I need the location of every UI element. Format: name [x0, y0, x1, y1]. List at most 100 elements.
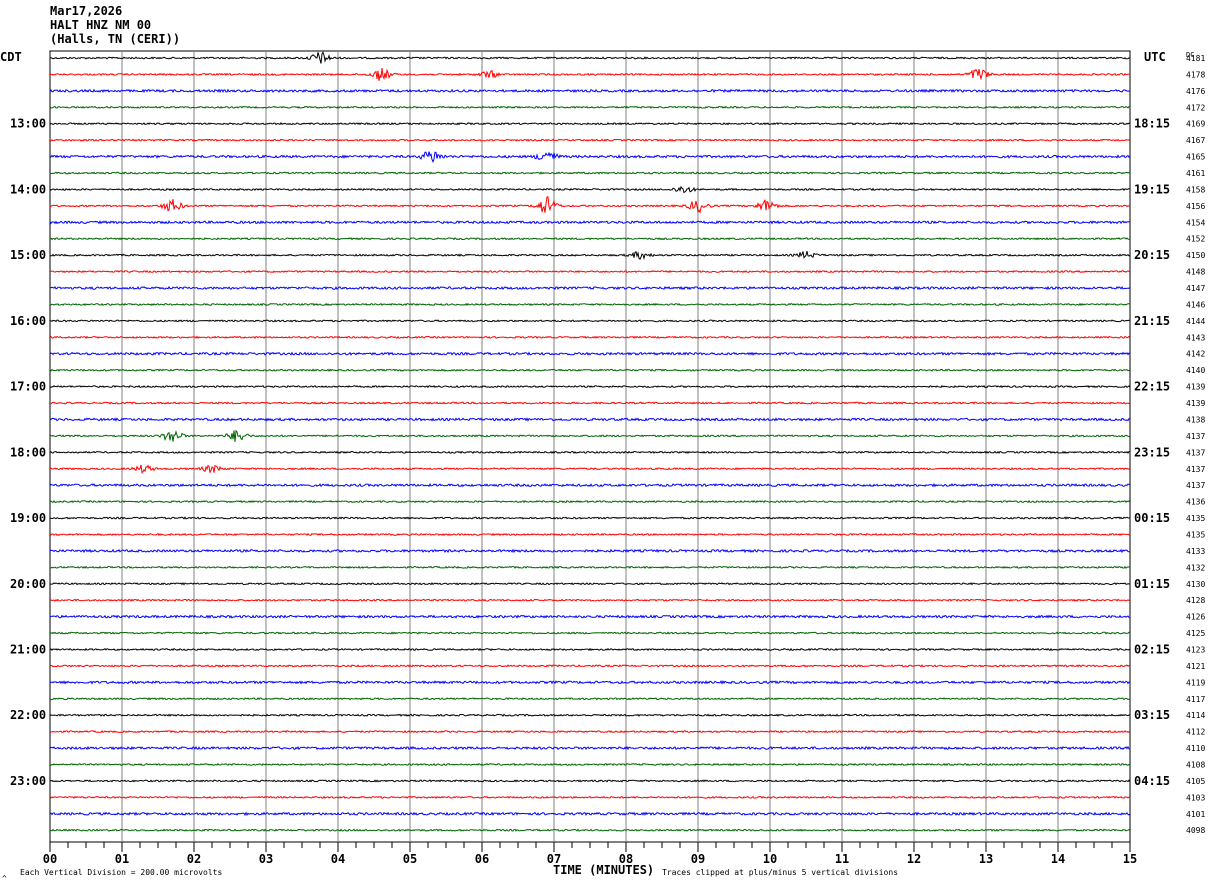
right-hour-label: 02:15 [1134, 642, 1170, 656]
trace-4 [49, 122, 1131, 126]
dc-offset-label: 4114 [1186, 711, 1205, 720]
dc-offset-label: 4101 [1186, 810, 1205, 819]
trace-44 [49, 779, 1131, 783]
dc-offset-label: 4103 [1186, 793, 1205, 802]
left-hour-label: 14:00 [10, 182, 46, 196]
x-tick-label: 09 [691, 852, 705, 866]
x-axis: 00 01 02 03 04 05 06 07 08 09 10 11 12 13 14 15 [43, 842, 1137, 866]
grid-lines [49, 50, 1131, 843]
right-hour-label: 01:15 [1134, 577, 1170, 591]
right-hour-label: 04:15 [1134, 774, 1170, 788]
trace-23 [49, 429, 1131, 442]
clip-note: Traces clipped at plus/minus 5 vertical … [662, 868, 898, 877]
left-hour-label: 17:00 [10, 380, 46, 394]
dc-offset-label: 4125 [1186, 629, 1205, 638]
trace-15 [49, 302, 1131, 307]
x-tick-label: 00 [43, 852, 57, 866]
trace-21 [49, 401, 1131, 405]
dc-offset-label: 4144 [1186, 317, 1205, 326]
dc-offset-label: 4136 [1186, 498, 1205, 507]
dc-offset-label: 4169 [1186, 120, 1205, 129]
vertical-division-note: Each Vertical Division = 200.00 microvol… [20, 868, 222, 877]
dc-offset-label: 4108 [1186, 760, 1205, 769]
trace-13 [49, 269, 1131, 274]
x-tick-label: 10 [763, 852, 777, 866]
trace-19 [49, 368, 1131, 372]
trace-45 [49, 795, 1131, 799]
trace-11 [49, 237, 1131, 241]
left-hour-label: 21:00 [10, 642, 46, 656]
dc-offset-label: 4176 [1186, 87, 1205, 96]
dc-offset-label: 4137 [1186, 465, 1205, 474]
seismic-traces [49, 51, 1131, 832]
x-tick-label: 03 [259, 852, 273, 866]
left-hour-label: 13:00 [10, 117, 46, 131]
x-tick-label: 07 [547, 852, 561, 866]
left-time-labels: 13:00 14:00 15:00 16:00 17:00 18:00 19:00 20:00… [10, 117, 46, 788]
trace-35 [49, 631, 1131, 635]
dc-offset-label: 4117 [1186, 695, 1205, 704]
right-hour-label: 18:15 [1134, 117, 1170, 131]
dc-offset-label: 4138 [1186, 415, 1205, 424]
x-tick-label: 06 [475, 852, 489, 866]
dc-offset-label: 4147 [1186, 284, 1205, 293]
trace-47 [49, 828, 1131, 832]
left-hour-label: 20:00 [10, 577, 46, 591]
station-label: HALT HNZ NM 00 [50, 18, 152, 32]
trace-0 [49, 51, 1131, 64]
dc-offset-label: 4154 [1186, 218, 1205, 227]
trace-14 [49, 285, 1131, 291]
dc-offset-label: 4178 [1186, 70, 1205, 79]
trace-26 [49, 482, 1131, 488]
trace-24 [49, 450, 1131, 454]
x-tick-label: 02 [187, 852, 201, 866]
dc-offset-label: 4143 [1186, 333, 1205, 342]
dc-offset-labels: 4181 4178 4176 4172 4169 4167 4165 4161 4158 4156… [1186, 54, 1205, 835]
dc-offset-label: 4123 [1186, 645, 1205, 654]
trace-41 [49, 730, 1131, 734]
dc-offset-label: 4142 [1186, 350, 1205, 359]
right-timezone-label: UTC [1144, 50, 1166, 64]
x-tick-label: 08 [619, 852, 633, 866]
trace-46 [49, 811, 1131, 817]
x-tick-label: 13 [979, 852, 993, 866]
dc-offset-label: 4139 [1186, 399, 1205, 408]
trace-9 [49, 196, 1131, 214]
dc-offset-label: 4135 [1186, 530, 1205, 539]
dc-offset-label: 4165 [1186, 153, 1205, 162]
dc-offset-label: 4098 [1186, 826, 1205, 835]
trace-22 [49, 417, 1131, 422]
trace-42 [49, 745, 1131, 751]
dc-offset-label: 4150 [1186, 251, 1205, 260]
dc-offset-label: 4137 [1186, 481, 1205, 490]
dc-offset-label: 4119 [1186, 678, 1205, 687]
trace-5 [49, 138, 1131, 142]
trace-40 [49, 713, 1131, 717]
dc-offset-label: 4130 [1186, 580, 1205, 589]
right-hour-label: 20:15 [1134, 248, 1170, 262]
dc-offset-label: 4133 [1186, 547, 1205, 556]
trace-3 [49, 105, 1131, 109]
trace-18 [49, 351, 1131, 357]
plot-frame [49, 50, 1131, 843]
x-tick-label: 12 [907, 852, 921, 866]
dc-offset-label: 4181 [1186, 54, 1205, 63]
trace-16 [49, 319, 1131, 323]
dc-offset-label: 4167 [1186, 136, 1205, 145]
left-hour-label: 16:00 [10, 314, 46, 328]
left-hour-label: 18:00 [10, 445, 46, 459]
dc-offset-label: 4158 [1186, 185, 1205, 194]
dc-offset-label: 4140 [1186, 366, 1205, 375]
right-time-labels: 18:15 19:15 20:15 21:15 22:15 23:15 00:15 01:15… [1134, 117, 1170, 788]
location-label: (Halls, TN (CERI)) [50, 32, 181, 46]
dc-offset-label: 4135 [1186, 514, 1205, 523]
dc-offset-label: 4137 [1186, 448, 1205, 457]
dc-offset-label: 4137 [1186, 432, 1205, 441]
x-tick-label: 01 [115, 852, 129, 866]
dc-offset-label: 4105 [1186, 777, 1205, 786]
trace-39 [49, 697, 1131, 701]
trace-6 [49, 151, 1131, 163]
trace-30 [49, 548, 1131, 554]
dc-offset-label: 4152 [1186, 235, 1205, 244]
